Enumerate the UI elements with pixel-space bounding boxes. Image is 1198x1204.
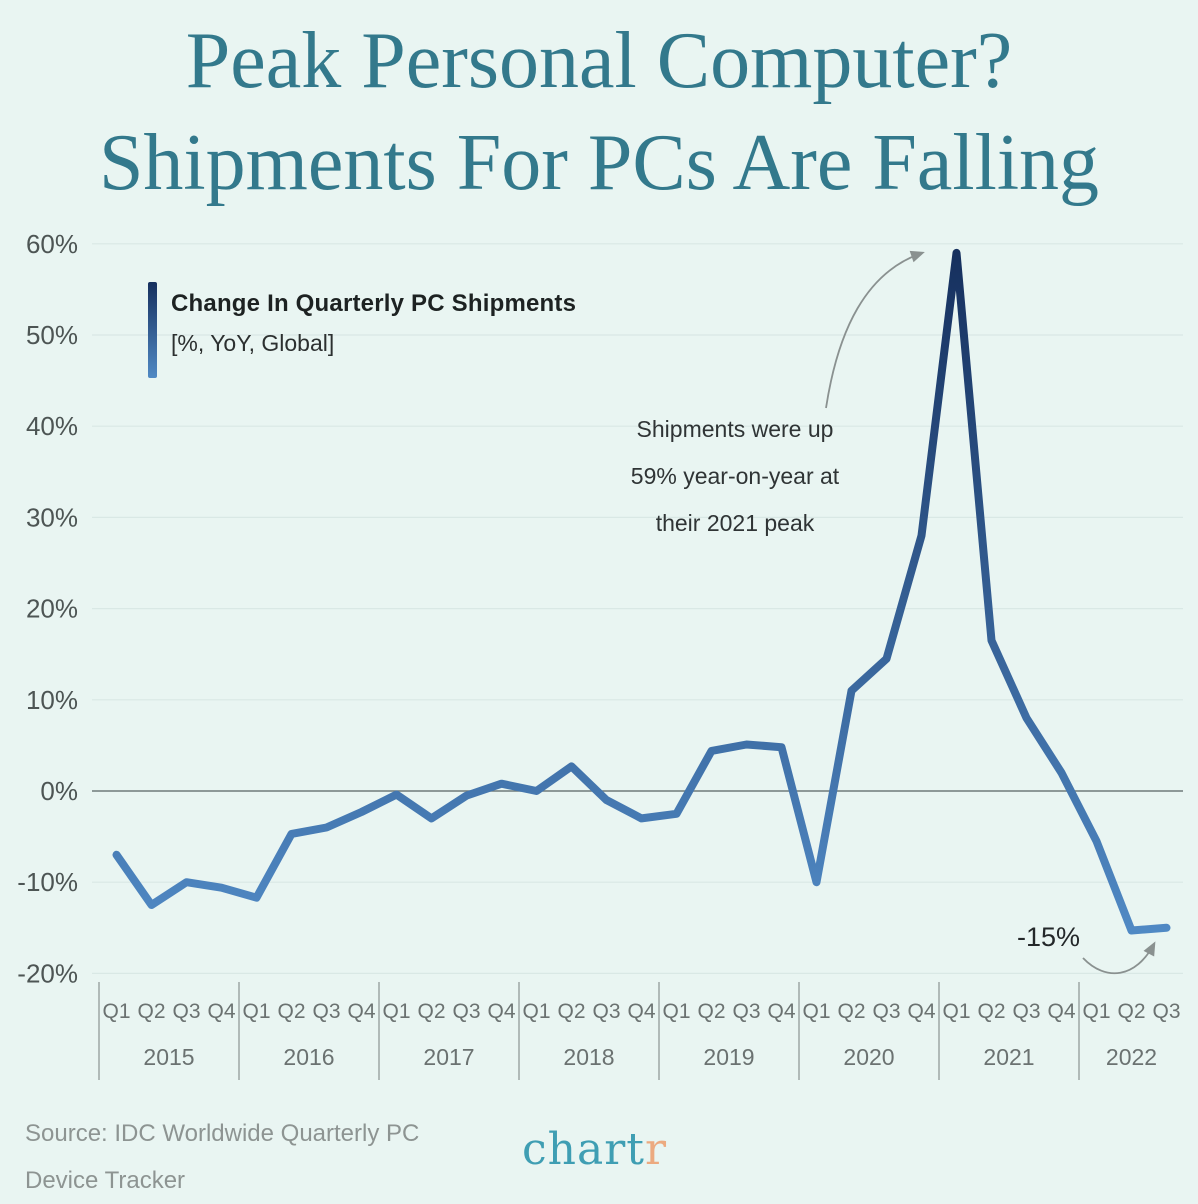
x-axis-quarter-label: Q4 [207,1000,235,1023]
x-axis-quarter-label: Q2 [977,1000,1005,1023]
x-axis-quarter-label: Q1 [802,1000,830,1023]
x-axis-quarter-label: Q4 [1047,1000,1075,1023]
x-axis-quarter-label: Q3 [732,1000,760,1023]
peak-annotation: Shipments were up 59% year-on-year at th… [570,406,900,547]
x-axis-quarter-label: Q4 [907,1000,935,1023]
x-axis-quarter-label: Q1 [522,1000,550,1023]
legend-title: Change In Quarterly PC Shipments [171,290,577,317]
x-axis-quarter-label: Q4 [347,1000,375,1023]
x-axis-quarter-label: Q1 [942,1000,970,1023]
chart-title: Peak Personal Computer? Shipments For PC… [0,10,1198,214]
logo-accent: r [644,1124,667,1175]
y-axis-tick-label: 10% [26,685,78,715]
peak-arrow [825,250,925,409]
x-axis-quarter-label: Q2 [137,1000,165,1023]
x-axis-year-label: 2016 [283,1044,334,1070]
x-axis-quarter-label: Q2 [1117,1000,1145,1023]
y-axis-tick-label: 20% [26,594,78,624]
source-credit: Source: IDC Worldwide Quarterly PC Devic… [25,1110,419,1204]
y-axis-tick-label: -20% [17,958,78,988]
y-axis-tick-label: 30% [26,502,78,532]
x-axis-year-label: 2022 [1106,1044,1157,1070]
peak-annotation-line1: Shipments were up [636,416,834,442]
x-axis-quarter-label: Q3 [872,1000,900,1023]
x-axis-quarter-label: Q4 [627,1000,655,1023]
source-line1: Source: IDC Worldwide Quarterly PC [25,1120,420,1147]
legend-gradient-bar [148,282,157,378]
legend-text: Change In Quarterly PC Shipments [%, YoY… [171,282,576,378]
x-axis-quarter-label: Q2 [557,1000,585,1023]
y-axis-tick-label: 0% [40,776,78,806]
x-axis-quarter-label: Q2 [697,1000,725,1023]
x-axis-quarter-label: Q3 [592,1000,620,1023]
x-axis-year-label: 2021 [983,1044,1034,1070]
x-axis-quarter-label: Q3 [1152,1000,1180,1023]
peak-annotation-line3: their 2021 peak [655,510,815,536]
x-axis-year-label: 2018 [563,1044,614,1070]
x-axis-year-label: 2017 [423,1044,474,1070]
y-axis-tick-label: 40% [26,411,78,441]
x-axis-quarter-label: Q4 [487,1000,515,1023]
trend-line [112,248,1171,935]
chart-title-line1: Peak Personal Computer? [185,17,1013,105]
y-axis-tick-label: -10% [17,867,78,897]
x-axis-quarter-label: Q3 [452,1000,480,1023]
x-axis-quarter-label: Q3 [312,1000,340,1023]
x-axis-year-label: 2019 [703,1044,754,1070]
x-axis-year-label: 2020 [843,1044,894,1070]
y-axis-tick-label: 60% [26,229,78,259]
latest-arrow [1082,941,1156,975]
source-line2: Device Tracker [25,1167,186,1194]
x-axis-quarter-label: Q1 [382,1000,410,1023]
chartr-logo: chartr [522,1124,667,1175]
x-axis-quarter-label: Q2 [837,1000,865,1023]
y-axis-tick-label: 50% [26,320,78,350]
x-axis-quarter-label: Q1 [1082,1000,1110,1023]
x-axis-quarter-label: Q1 [242,1000,270,1023]
legend: Change In Quarterly PC Shipments [%, YoY… [148,282,576,378]
legend-subtitle: [%, YoY, Global] [171,330,335,356]
x-axis-quarter-label: Q3 [172,1000,200,1023]
chart-title-line2: Shipments For PCs Are Falling [98,119,1100,207]
x-axis-quarter-label: Q2 [417,1000,445,1023]
latest-value-label: -15% [1016,922,1080,952]
logo-main: chart [522,1124,645,1175]
peak-annotation-line2: 59% year-on-year at [630,463,840,489]
x-axis-quarter-label: Q4 [767,1000,795,1023]
x-axis-quarter-label: Q1 [102,1000,130,1023]
x-axis-year-label: 2015 [143,1044,194,1070]
x-axis-quarter-label: Q1 [662,1000,690,1023]
x-axis-quarter-label: Q2 [277,1000,305,1023]
x-axis-quarter-label: Q3 [1012,1000,1040,1023]
